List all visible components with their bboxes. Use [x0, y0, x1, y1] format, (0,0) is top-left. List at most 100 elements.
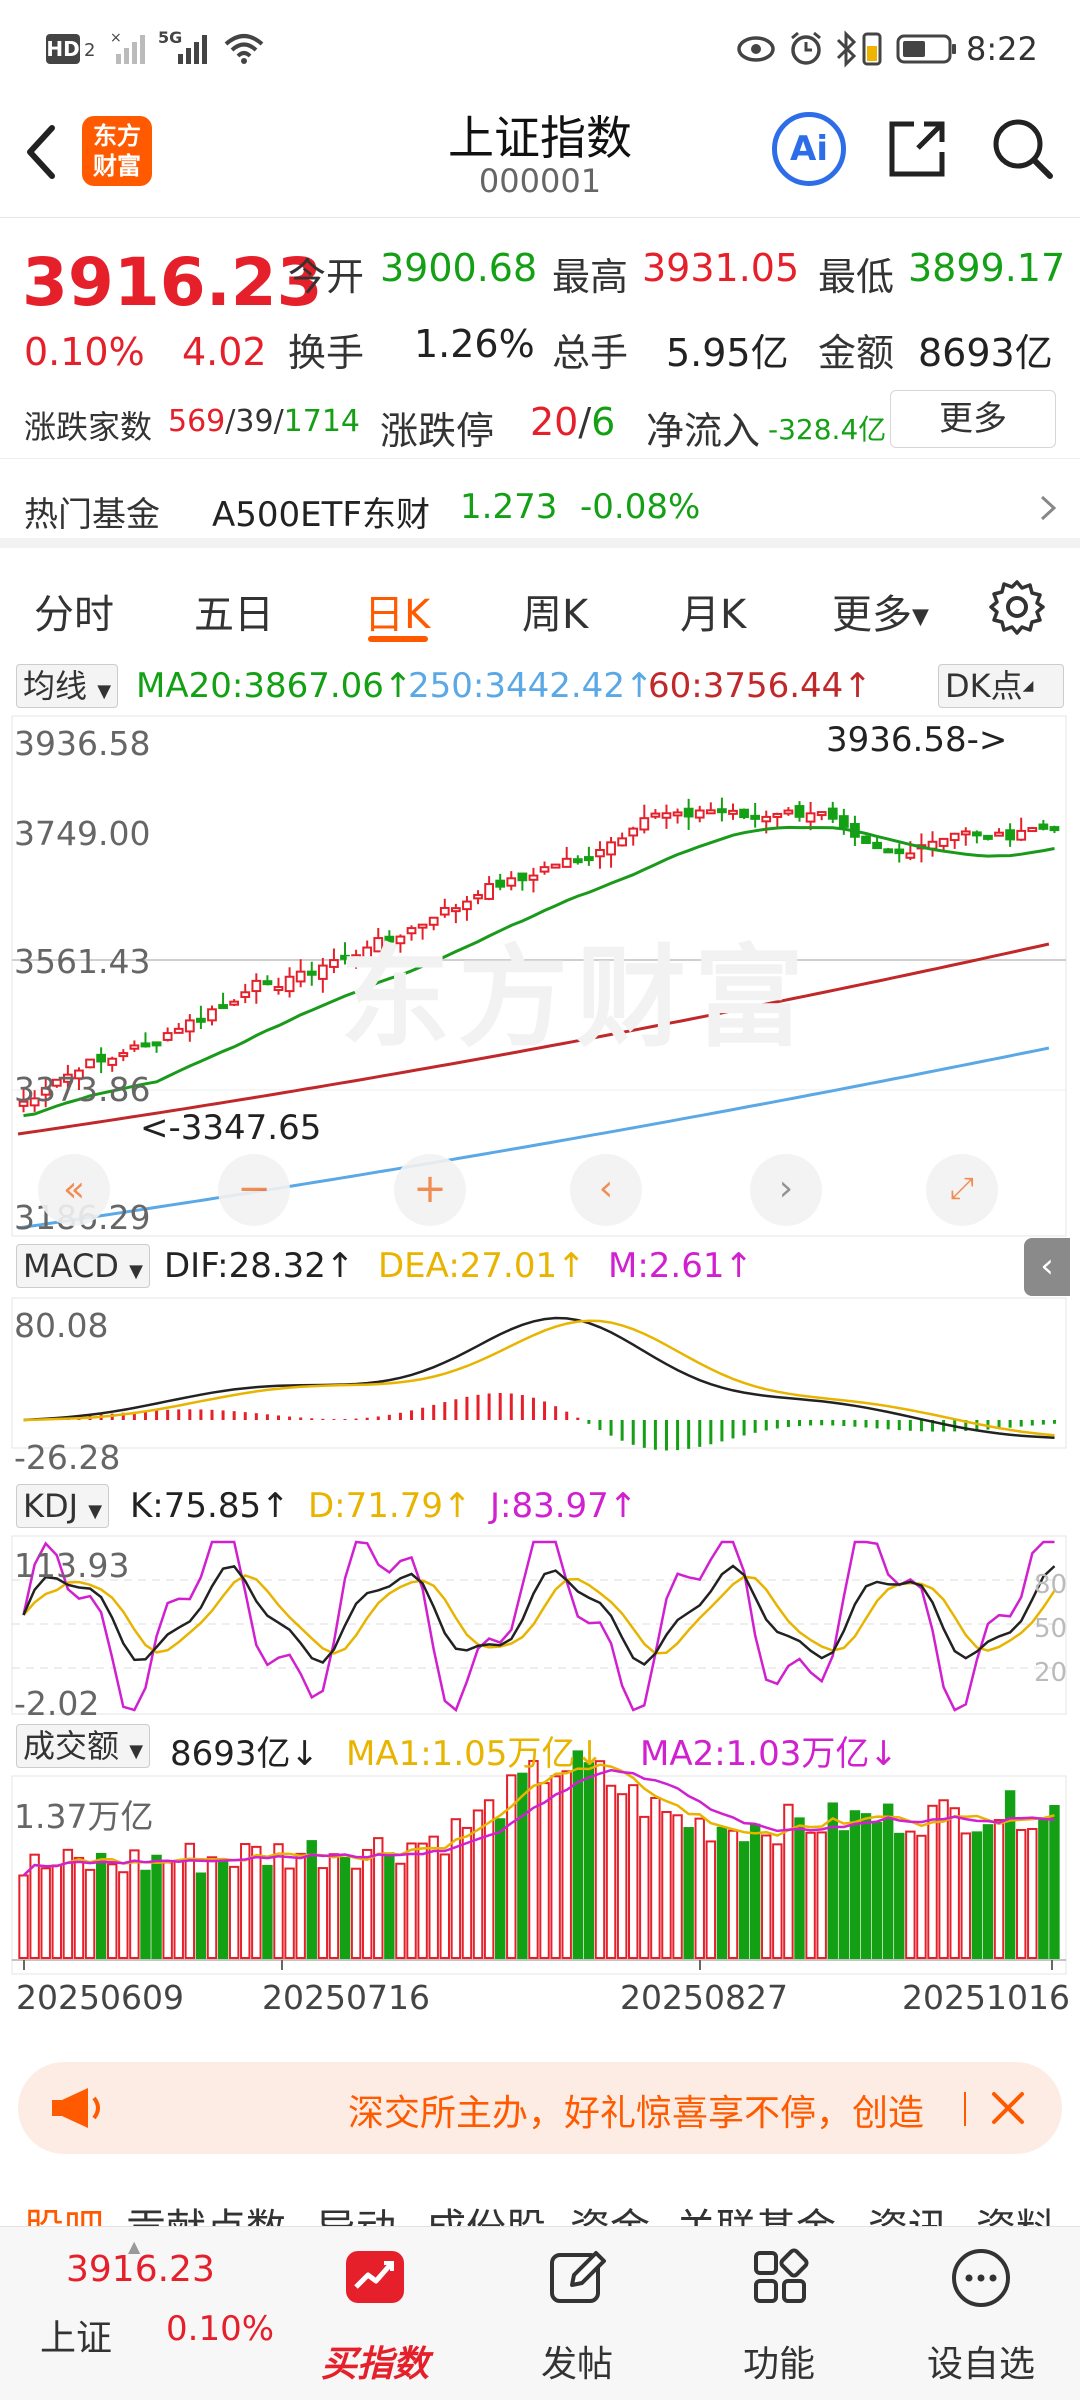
subtab-profile[interactable]: 资料 [976, 2196, 1056, 2226]
tab-monthly-k[interactable]: 月K [680, 592, 747, 638]
candle-body [118, 1052, 129, 1058]
chart-canvas[interactable] [0, 660, 1080, 2050]
tab-more[interactable]: 更多▼ [832, 582, 929, 640]
volume-bar [262, 1864, 273, 1960]
alarm-icon [791, 31, 821, 65]
candle-body [517, 872, 528, 882]
high-value: 3931.05 [642, 246, 800, 290]
volume-bar [284, 1867, 295, 1959]
add-watchlist-button[interactable]: 设自选 [906, 2227, 1056, 2401]
volume-bar [384, 1852, 395, 1959]
ai-button[interactable]: Ai [772, 112, 846, 186]
volume-bar [705, 1840, 717, 1959]
step-back-button[interactable]: ‹ [570, 1154, 642, 1226]
macd-select[interactable]: MACD ▼ [16, 1244, 150, 1288]
volume-bar [882, 1803, 894, 1959]
volume-bar [84, 1868, 96, 1959]
subtab-contribution[interactable]: 贡献点数 [126, 2196, 286, 2226]
tab-five-day[interactable]: 五日 [194, 592, 274, 638]
subtab-news[interactable]: 资讯 [868, 2196, 948, 2226]
arrow-up-icon: ↑ [557, 1246, 586, 1286]
volume-bar [694, 1817, 705, 1959]
kdj-select[interactable]: KDJ ▼ [16, 1484, 110, 1528]
promo-banner[interactable]: 深交所主办，好礼惊喜享不停，创造 [18, 2062, 1062, 2154]
macd-m-value: M:2.61 [608, 1246, 725, 1286]
post-button[interactable]: 发帖 [502, 2227, 652, 2401]
ma250-indicator: 250:3442.42↑ [408, 666, 653, 706]
volume-bar [506, 1774, 517, 1959]
search-icon[interactable] [988, 114, 1058, 184]
limit-down: 6 [591, 400, 616, 444]
subtab-movement[interactable]: 异动 [316, 2196, 396, 2226]
candle-body [683, 807, 694, 818]
bottom-index-pct: 0.10% [166, 2309, 275, 2349]
sub-tabs: 股吧 贡献点数 异动 成份股 资金 关联基金 资讯 资料 [0, 2186, 1080, 2226]
volume-ma2-line [22, 1768, 1055, 1877]
breadth-up: 569 [168, 404, 226, 439]
candle-body [694, 809, 705, 819]
arrow-down-icon: ↓ [290, 1734, 320, 1774]
ma250-value: 250:3442.42 [408, 666, 625, 706]
functions-button[interactable]: 功能 [704, 2227, 854, 2401]
candle-body [672, 811, 683, 817]
volume-select[interactable]: 成交额 ▼ [16, 1724, 151, 1768]
max-price-annotation: 3936.58-> [826, 720, 1008, 760]
candle-body [872, 841, 882, 850]
grid-apps-icon [754, 2248, 809, 2303]
svg-text:×: × [110, 30, 122, 46]
bottom-index-price: 3916.23 [66, 2249, 215, 2290]
kdj-d-value: D:71.79 [308, 1486, 443, 1526]
low-value: 3899.17 [908, 246, 1066, 290]
subtab-funds[interactable]: 资金 [570, 2196, 650, 2226]
gear-icon[interactable] [988, 578, 1046, 636]
candle-body [994, 831, 1004, 837]
candle-body [816, 811, 827, 817]
tab-weekly-k[interactable]: 周K [522, 592, 589, 638]
subtab-constituents[interactable]: 成份股 [426, 2196, 546, 2226]
candle-body [539, 866, 550, 873]
chart-area[interactable]: 均线 ▼ MA20:3867.06↑ 250:3442.42↑ 60:3756.… [0, 660, 1080, 2050]
hot-fund-row[interactable]: 热门基金 A500ETF东财 1.273 -0.08% [0, 458, 1080, 548]
fast-backward-button[interactable]: « [38, 1154, 110, 1226]
ma-select[interactable]: 均线 ▼ [16, 664, 119, 708]
volume-value-indicator: 8693亿↓ [170, 1726, 319, 1775]
volume-bar [350, 1867, 362, 1960]
dk-point-button[interactable]: DK点◢ [938, 664, 1064, 708]
candle-body [63, 1073, 73, 1083]
subtab-guba[interactable]: 股吧 [24, 2196, 104, 2226]
watermark-logo: 东方财富 [340, 934, 812, 1062]
share-icon[interactable] [884, 116, 950, 182]
kdj-d-indicator: D:71.79↑ [308, 1486, 471, 1526]
subtab-related-funds[interactable]: 关联基金 [676, 2196, 836, 2226]
volume-ma1-value: MA1:1.05万亿 [346, 1734, 576, 1774]
caret-down-icon: ▼ [129, 1261, 143, 1282]
candle-body [218, 1004, 228, 1010]
signal-x-icon: × [110, 30, 145, 64]
back-arrow-icon[interactable] [20, 122, 60, 182]
tab-timeshare[interactable]: 分时 [34, 592, 114, 638]
volume-bar [417, 1842, 428, 1959]
volume-bar [639, 1815, 650, 1959]
candle-body [229, 1000, 240, 1006]
tab-daily-k[interactable]: 日K [364, 592, 431, 638]
step-forward-button[interactable]: › [750, 1154, 822, 1226]
ma60-value: 60:3756.44 [648, 666, 844, 706]
hot-fund-name: A500ETF东财 [212, 495, 430, 535]
bottom-index-widget[interactable]: ▲ 3916.23 上证 0.10% [0, 2227, 290, 2401]
collapse-panel-button[interactable]: ‹ [1024, 1238, 1070, 1296]
zoom-out-button[interactable]: − [218, 1154, 290, 1226]
more-button[interactable]: 更多 [890, 390, 1056, 448]
caret-down-icon: ▼ [912, 604, 929, 630]
volume-bar [18, 1874, 29, 1960]
kdj-j-line [22, 1540, 1055, 1713]
volume-bar [140, 1869, 151, 1960]
volume-bar [328, 1853, 340, 1959]
volume-bar [550, 1775, 561, 1959]
app-logo[interactable]: 东方 财富 [82, 116, 152, 186]
close-icon[interactable] [988, 2088, 1028, 2128]
fullscreen-button[interactable]: ⤢ [926, 1154, 998, 1226]
candle-body [329, 959, 339, 968]
zoom-in-button[interactable]: + [394, 1154, 466, 1226]
stock-code: 000001 [478, 162, 602, 200]
buy-index-button[interactable]: 买指数 [300, 2227, 450, 2401]
